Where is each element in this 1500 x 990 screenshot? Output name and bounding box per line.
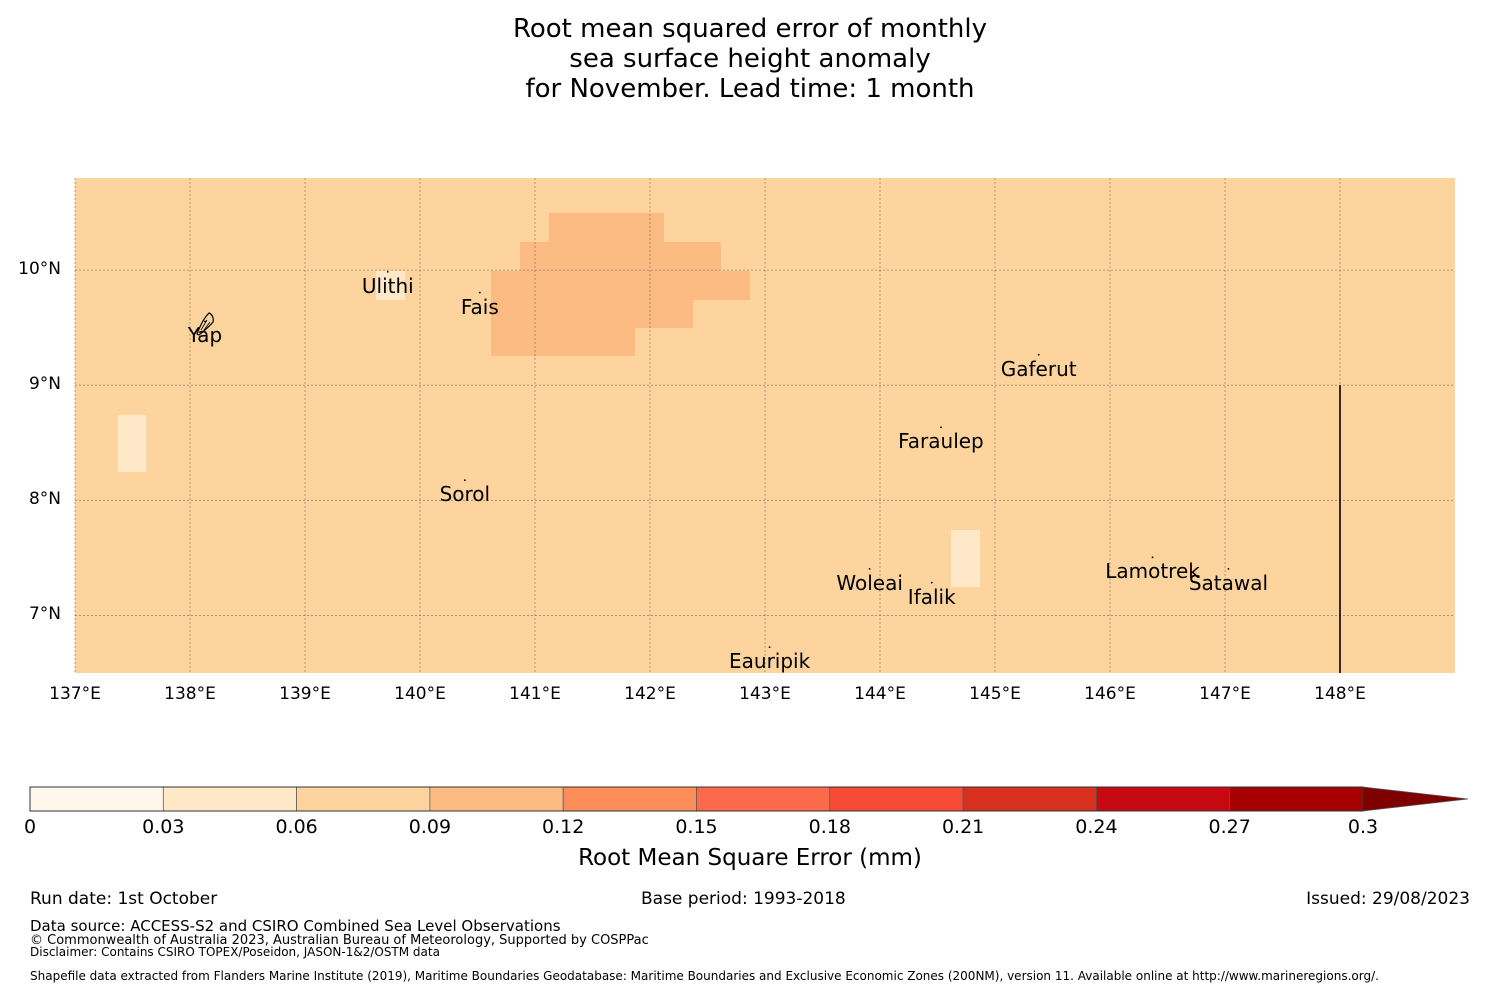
rmse-cell-low-0 — [118, 415, 146, 472]
island-dot — [463, 479, 466, 482]
rmse-cell-high-3 — [491, 300, 693, 328]
island-dot — [1227, 567, 1230, 570]
run-date: Run date: 1st October — [30, 889, 218, 909]
colorbar-tick-label: 0.15 — [675, 816, 718, 838]
lon-tick-label: 139°E — [279, 684, 331, 704]
lat-tick-label: 8°N — [28, 489, 61, 510]
colorbar-segment-5 — [696, 786, 831, 812]
colorbar-tick-label: 0.27 — [1208, 816, 1251, 838]
colorbar-tick-label: 0.06 — [275, 816, 318, 838]
colorbar-tick-label: 0.12 — [542, 816, 585, 838]
island-label-gaferut: Gaferut — [1000, 356, 1077, 381]
rmse-cell-low-2 — [951, 530, 980, 587]
shapefile-credit: Shapefile data extracted from Flanders M… — [30, 969, 1379, 983]
island-label-eauripik: Eauripik — [729, 649, 811, 674]
island-dot — [940, 426, 942, 429]
colorbar-segment-3 — [429, 786, 564, 812]
island-label-yap: Yap — [187, 323, 223, 348]
title-line-2: sea surface height anomaly — [569, 44, 931, 74]
colorbar-tick-label: 0 — [23, 816, 37, 838]
lon-tick-label: 143°E — [739, 684, 791, 704]
colorbar-segment-8 — [1096, 786, 1231, 812]
colorbar-frame — [29, 786, 1364, 812]
island-label-ifalik: Ifalik — [907, 584, 956, 609]
island-label-ulithi: Ulithi — [361, 273, 414, 298]
island-dot — [1037, 353, 1040, 356]
colorbar-tick-label: 0.09 — [408, 816, 452, 838]
colorbar-segment-0 — [29, 786, 164, 812]
island-dot — [478, 291, 481, 294]
lon-tick-label: 147°E — [1199, 684, 1251, 704]
colorbar-segment-2 — [296, 786, 431, 812]
colorbar-segment-1 — [162, 786, 297, 812]
lon-tick-label: 141°E — [509, 684, 561, 704]
rmse-cell-high-1 — [520, 242, 721, 271]
base-period: Base period: 1993-2018 — [641, 889, 846, 909]
rmse-cell-high-2 — [491, 271, 750, 300]
lon-tick-label: 142°E — [624, 684, 676, 704]
colorbar-tick-label: 0.21 — [941, 816, 985, 838]
lon-tick-label: 137°E — [49, 684, 101, 704]
lon-tick-label: 138°E — [164, 684, 216, 704]
colorbar-segment-7 — [962, 786, 1097, 812]
colorbar-title: Root Mean Square Error (mm) — [578, 845, 922, 871]
lon-tick-label: 144°E — [854, 684, 906, 704]
lon-tick-label: 148°E — [1314, 684, 1366, 704]
island-label-satawal: Satawal — [1188, 570, 1269, 595]
island-dot — [868, 567, 871, 570]
rmse-cell-low-1 — [376, 271, 405, 300]
lat-tick-label: 10°N — [18, 259, 61, 280]
island-label-faraulep: Faraulep — [898, 429, 984, 454]
island-dot — [1151, 556, 1154, 559]
colorbar-tick-label: 0.18 — [808, 816, 851, 838]
disclaimer: Disclaimer: Contains CSIRO TOPEX/Poseido… — [30, 945, 440, 959]
colorbar-segment-4 — [562, 786, 697, 812]
island-label-woleai: Woleai — [836, 570, 903, 595]
title-line-3: for November. Lead time: 1 month — [525, 74, 975, 104]
lat-tick-label: 7°N — [28, 604, 61, 625]
colorbar-tick-label: 0.24 — [1075, 816, 1118, 838]
island-dot — [386, 270, 389, 273]
colorbar-tick-label: 0.3 — [1347, 816, 1379, 838]
rmse-cell-high-0 — [549, 213, 664, 242]
island-dot — [768, 646, 771, 649]
colorbar-tick-label: 0.03 — [142, 816, 185, 838]
island-label-fais: Fais — [460, 294, 499, 319]
yap-island-detail — [200, 319, 211, 331]
data-source: Data source: ACCESS-S2 and CSIRO Combine… — [30, 917, 561, 935]
lon-tick-label: 146°E — [1084, 684, 1136, 704]
lon-tick-label: 145°E — [969, 684, 1021, 704]
colorbar-extend-arrow — [1362, 786, 1469, 812]
title-line-1: Root mean squared error of monthly — [512, 14, 988, 44]
map-panel — [29, 178, 1469, 812]
island-label-lamotrek: Lamotrek — [1105, 559, 1200, 584]
colorbar-segment-6 — [829, 786, 964, 812]
island-dot — [204, 320, 206, 323]
island-label-sorol: Sorol — [439, 482, 491, 507]
island-dot — [930, 581, 933, 584]
lon-tick-label: 140°E — [394, 684, 446, 704]
copyright-notice: © Commonwealth of Australia 2023, Austra… — [30, 933, 649, 948]
chart-title: Root mean squared error of monthly sea s… — [0, 14, 1500, 104]
colorbar-segment-9 — [1229, 786, 1364, 812]
rmse-cell-high-4 — [491, 328, 635, 356]
issued-date: Issued: 29/08/2023 — [1306, 889, 1470, 909]
lat-tick-label: 9°N — [28, 374, 61, 395]
